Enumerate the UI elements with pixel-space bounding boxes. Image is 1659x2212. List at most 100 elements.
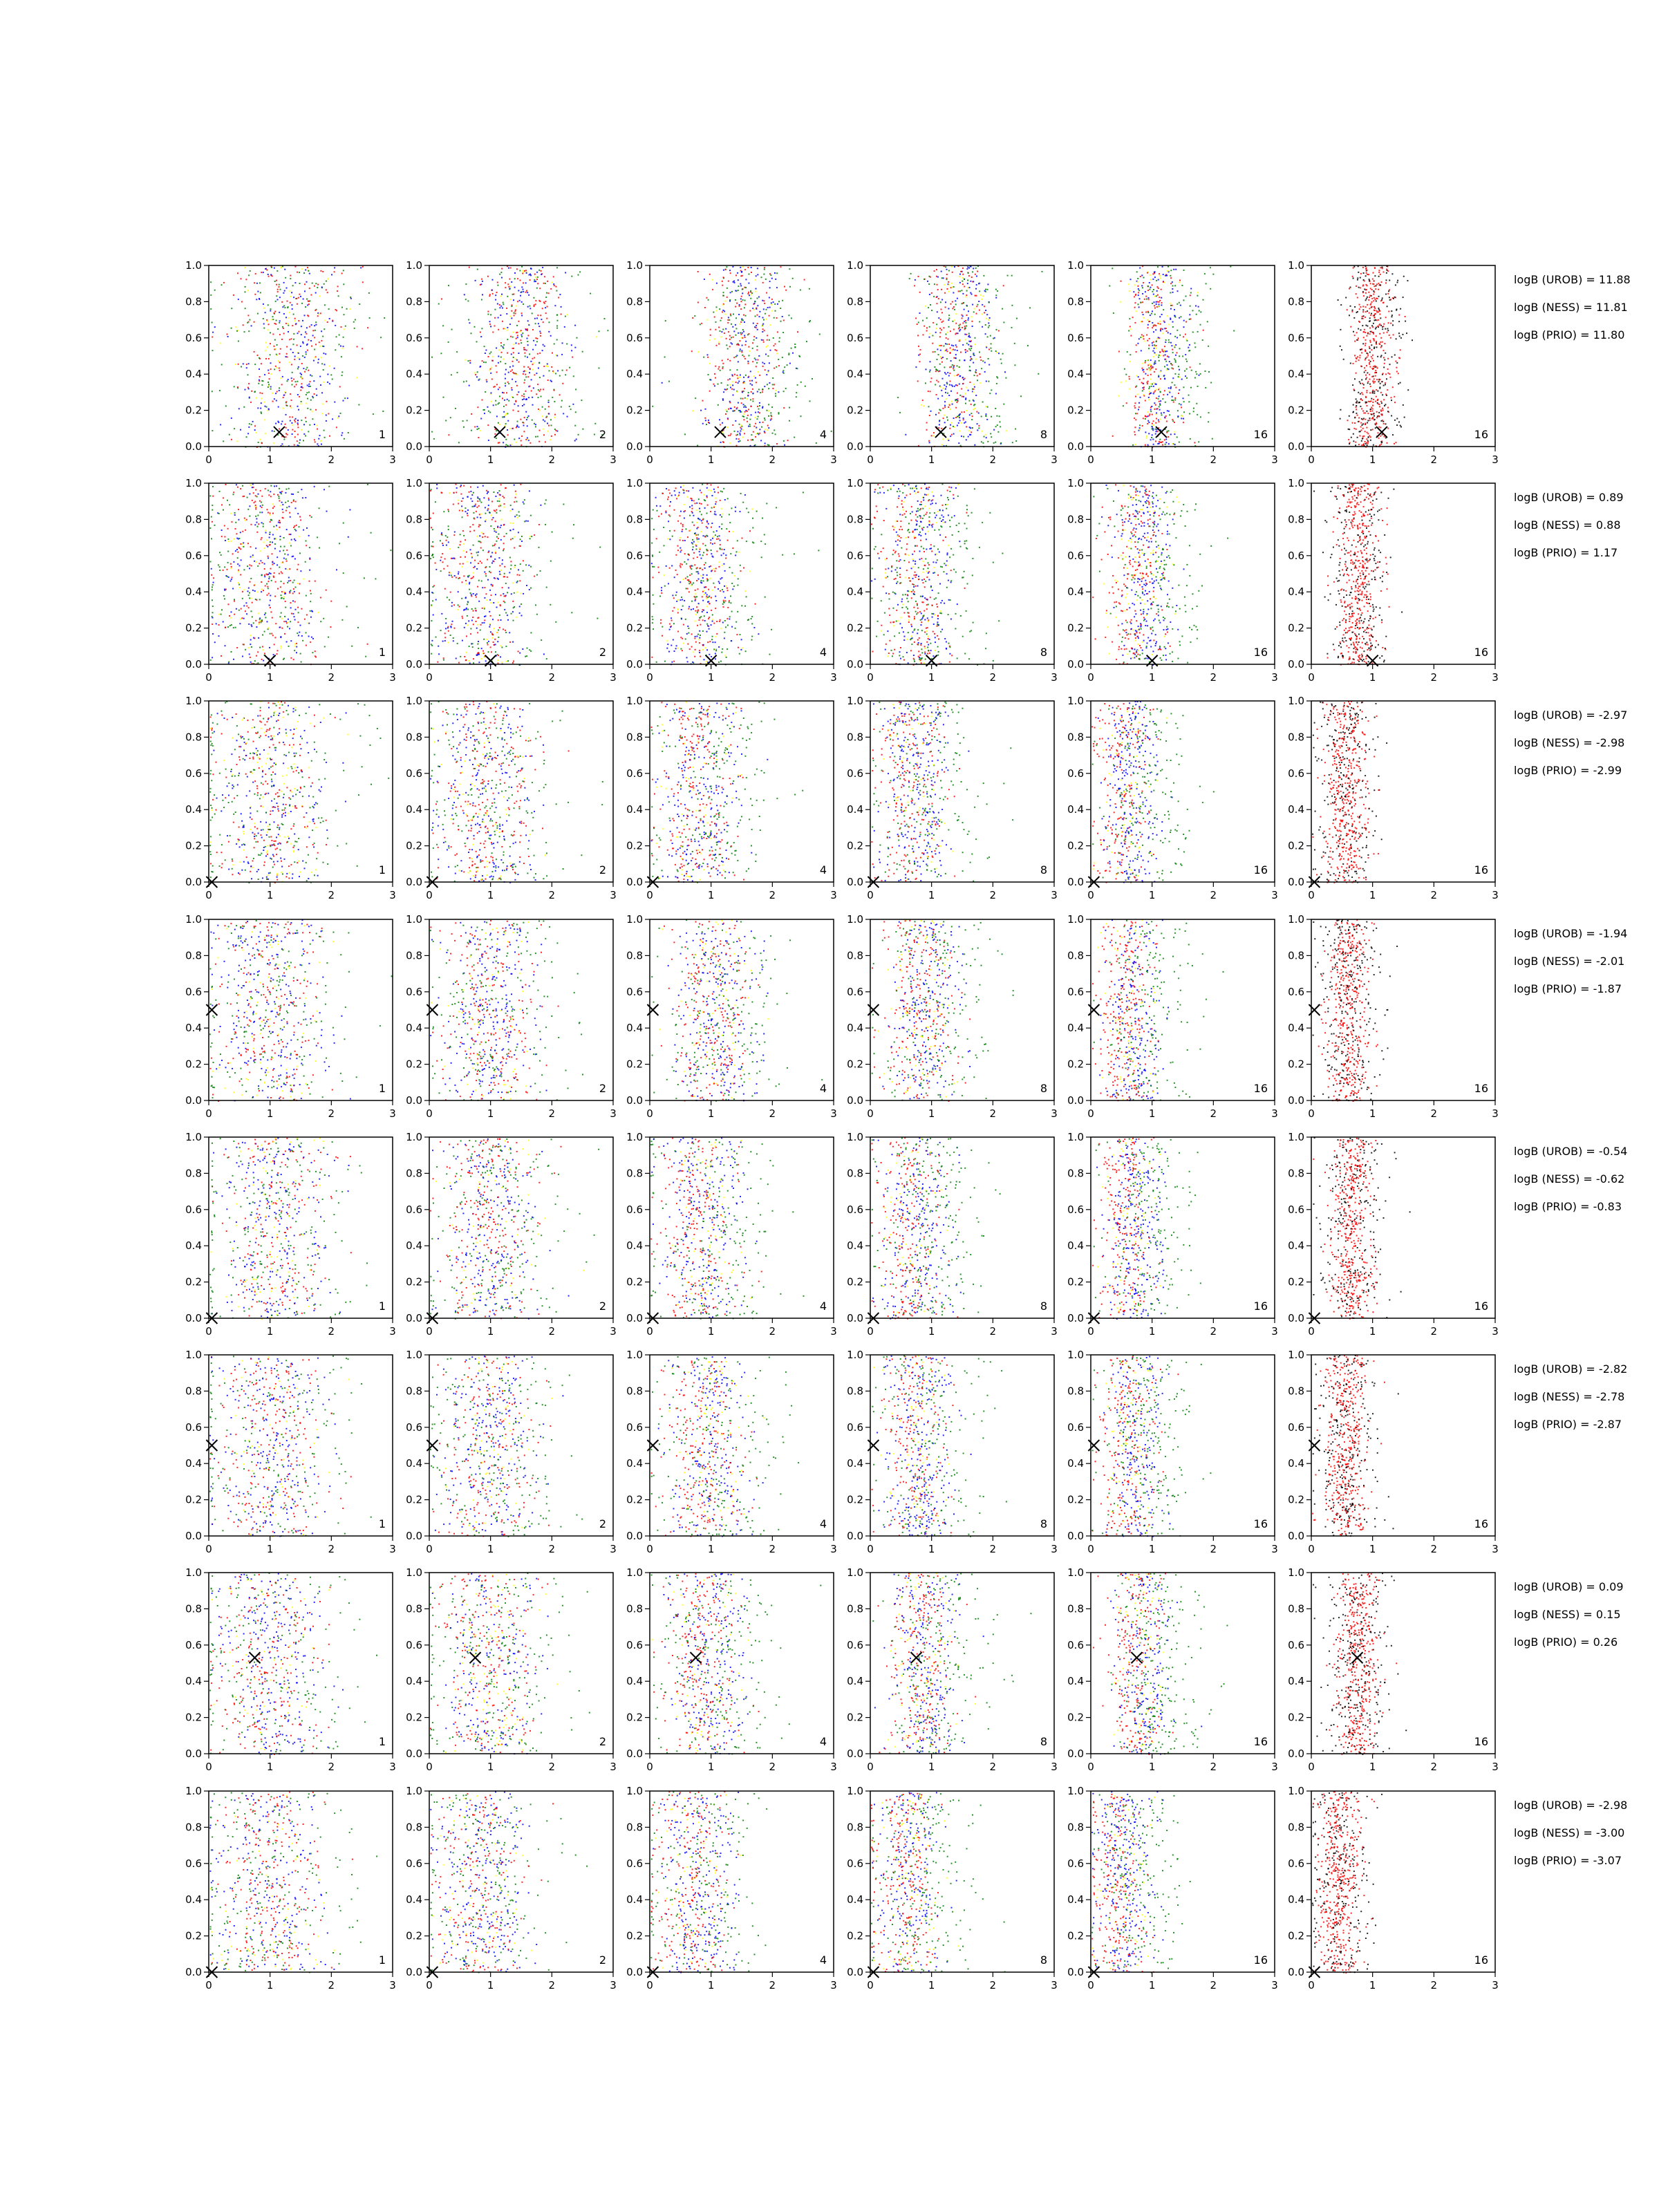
scatter-point [212,430,213,431]
scatter-point [290,348,292,350]
scatter-point [212,391,213,392]
scatter-point [543,321,544,323]
scatter-point [279,362,281,363]
scatter-point [315,330,316,331]
scatter-point [341,375,343,376]
scatter-point [248,274,250,276]
scatter-point [297,272,298,273]
scatter-point [274,431,275,432]
scatter-point [297,422,299,424]
scatter-point [536,373,537,374]
scatter-point [315,310,316,311]
scatter-point [596,336,597,337]
scatter-point [323,382,324,383]
scatter-point [477,426,478,427]
scatter-point [527,292,528,293]
scatter-point [306,402,307,404]
scatter-point [321,340,322,341]
scatter-point [315,283,317,284]
scatter-point [254,351,255,353]
scatter-point [311,324,312,326]
scatter-point [488,356,489,357]
scatter-point [457,372,458,373]
scatter-point [362,266,364,268]
scatter-point [274,312,275,314]
scatter-point [491,360,493,362]
scatter-point [285,356,287,357]
scatter-point [541,396,542,397]
scatter-point [505,439,507,440]
scatter-point [508,268,509,269]
scatter-point [543,301,545,303]
scatter-point [323,353,324,354]
scatter-point [505,287,506,288]
scatter-point [506,392,507,393]
scatter-point [485,353,486,354]
scatter-point [268,304,269,306]
scatter-point [341,326,342,328]
scatter-grid-figure: 0 1 2 3 0.0 0.2 0.4 0.6 0.8 1.0 1 0 1 2 3 0.0 0.2 0.4 0.6 0… [0,0,1659,2212]
scatter-point [522,332,523,334]
scatter-point [287,380,288,382]
scatter-point [528,324,529,326]
scatter-point [550,439,551,440]
scatter-point [291,422,292,424]
scatter-point [518,343,520,344]
scatter-point [546,416,547,418]
scatter-point [362,348,363,349]
scatter-point [537,283,538,284]
scatter-point [489,321,491,322]
scatter-point [279,429,280,430]
scatter-point [507,330,508,331]
scatter-point [552,353,553,354]
scatter-point [341,432,343,433]
scatter-point [343,270,344,271]
scatter-point [594,434,595,435]
scatter-point [543,283,545,284]
scatter-point [513,312,514,314]
scatter-point [327,292,328,293]
scatter-point [264,406,265,407]
scatter-point [496,371,498,373]
scatter-point [285,414,287,415]
scatter-point [527,306,529,308]
scatter-point [261,272,262,273]
scatter-point [279,322,280,324]
scatter-point [317,429,318,430]
scatter-point [335,349,336,350]
scatter-point [312,418,313,420]
scatter-point [334,368,335,369]
scatter-point [501,268,503,270]
scatter-point [551,424,552,426]
scatter-point [265,358,267,359]
scatter-point [559,394,561,395]
scatter-point [516,332,517,333]
scatter-point [306,327,308,328]
scatter-point [574,347,576,348]
scatter-point [572,404,574,405]
scatter-point [332,379,333,380]
scatter-point [268,384,270,385]
scatter-point [544,420,545,422]
scatter-point [301,377,303,379]
scatter-point [522,405,523,406]
scatter-point [556,355,558,357]
scatter-point [499,304,500,306]
scatter-point [493,386,494,388]
scatter-point [373,413,374,415]
scatter-point [248,427,250,428]
scatter-point [513,410,514,411]
scatter-point [275,393,276,394]
scatter-point [308,300,309,301]
scatter-point [517,337,518,338]
scatter-point [294,436,296,438]
scatter-point [300,346,301,347]
scatter-point [537,353,538,355]
scatter-point [301,326,302,327]
scatter-point [210,308,212,310]
scatter-point [487,276,489,277]
scatter-point [294,318,296,319]
scatter-point [508,383,509,384]
scatter-point [265,342,267,344]
scatter-point [545,307,546,308]
